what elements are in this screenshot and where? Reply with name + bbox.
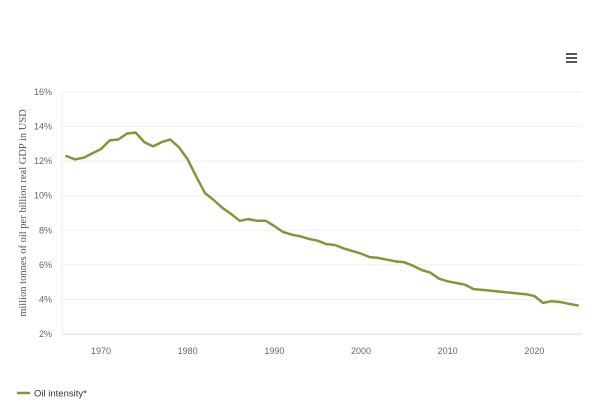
y-axis-title: million tonnes of oil per billion real G… — [18, 109, 29, 317]
series-line-oil-intensity[interactable] — [65, 131, 579, 307]
x-tick-label: 2020 — [524, 346, 544, 356]
legend-label: Oil intensity* — [34, 389, 87, 400]
x-tick-label: 2000 — [351, 346, 371, 356]
y-tick-label: 4% — [39, 294, 52, 304]
x-tick-label: 1980 — [178, 346, 198, 356]
y-tick-label: 8% — [39, 225, 52, 235]
x-tick-label: 1990 — [264, 346, 284, 356]
y-tick-label: 12% — [34, 156, 52, 166]
legend[interactable]: Oil intensity* — [17, 389, 87, 400]
y-axis-ticks: 2% 4% 6% 8% 10% 12% 14% 16% — [34, 87, 52, 339]
y-tick-label: 14% — [34, 122, 52, 132]
hamburger-menu-icon[interactable] — [560, 48, 582, 68]
x-tick-label: 2010 — [438, 346, 458, 356]
x-axis-ticks: 1970 1980 1990 2000 2010 2020 — [91, 346, 544, 356]
y-tick-label: 10% — [34, 191, 52, 201]
grid — [61, 91, 582, 335]
y-tick-label: 6% — [39, 260, 52, 270]
y-tick-label: 2% — [39, 329, 52, 339]
x-tick-label: 1970 — [91, 346, 111, 356]
series-layer — [65, 131, 579, 307]
y-tick-label: 16% — [34, 87, 52, 97]
